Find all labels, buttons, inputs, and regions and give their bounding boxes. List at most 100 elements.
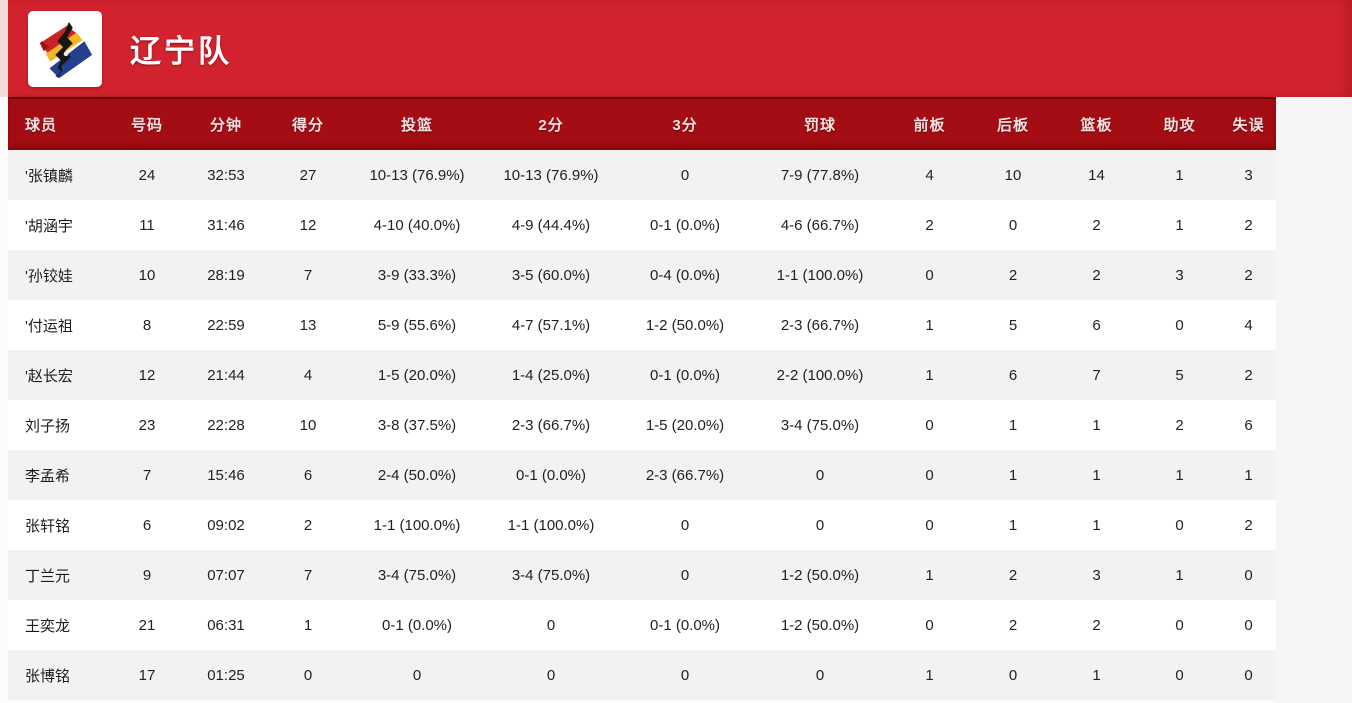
table-row: '胡涵宇 11 31:46 12 4-10 (40.0%) 4-9 (44.4%) 0-1 …	[8, 200, 1276, 250]
stat-cell-fg: 10-13 (76.9%)	[369, 166, 465, 184]
stat-cell-number: 23	[138, 416, 156, 434]
stat-cell-minutes: 01:25	[207, 666, 245, 684]
stat-cell-tov: 1	[1244, 466, 1253, 484]
stat-cell-points: 2	[303, 516, 313, 534]
table-row: '孙铰娃 10 28:19 7 3-9 (33.3%) 3-5 (60.0%) 0-4 (0…	[8, 250, 1276, 300]
player-name-cell: 刘子扬	[25, 417, 71, 435]
stat-cell-ft: 2-2 (100.0%)	[776, 366, 864, 384]
stat-cell-two-pt: 0-1 (0.0%)	[515, 466, 587, 484]
stat-cell-number: 17	[138, 666, 156, 684]
stat-cell-dreb: 1	[1008, 516, 1018, 534]
stat-cell-number: 9	[142, 566, 152, 584]
stat-cell-ft: 0	[815, 466, 825, 484]
stat-cell-oreb: 1	[925, 666, 934, 684]
stat-cell-fg: 1-1 (100.0%)	[373, 516, 461, 534]
stat-cell-two-pt: 2-3 (66.7%)	[511, 416, 591, 434]
stat-cell-ast: 5	[1175, 366, 1184, 384]
stat-cell-fg: 4-10 (40.0%)	[373, 216, 461, 234]
stat-cell-ast: 0	[1175, 316, 1184, 334]
stat-cell-tov: 0	[1244, 666, 1253, 684]
stat-cell-tov: 2	[1244, 266, 1253, 284]
stat-cell-minutes: 22:59	[207, 316, 245, 334]
stat-cell-dreb: 2	[1008, 266, 1018, 284]
stat-cell-oreb: 0	[925, 466, 934, 484]
player-name-cell: 张轩铭	[25, 517, 71, 535]
stat-cell-minutes: 09:02	[207, 516, 245, 534]
stat-cell-dreb: 6	[1008, 366, 1018, 384]
stat-cell-ast: 0	[1175, 516, 1184, 534]
column-header-two-pt: 2分	[538, 117, 564, 134]
stat-cell-number: 24	[138, 166, 156, 184]
stat-cell-fg: 3-4 (75.0%)	[377, 566, 457, 584]
stat-cell-minutes: 21:44	[207, 366, 245, 384]
table-row: '付运祖 8 22:59 13 5-9 (55.6%) 4-7 (57.1%) 1-2 (5…	[8, 300, 1276, 350]
stat-cell-ft: 0	[815, 666, 825, 684]
stat-cell-reb: 1	[1092, 666, 1101, 684]
column-header-player: 球员	[25, 117, 58, 134]
stat-cell-three-pt: 1-5 (20.0%)	[645, 416, 725, 434]
stat-cell-three-pt: 1-2 (50.0%)	[645, 316, 725, 334]
stat-cell-three-pt: 0-1 (0.0%)	[649, 366, 721, 384]
stat-cell-three-pt: 0	[680, 666, 690, 684]
stat-cell-fg: 1-5 (20.0%)	[377, 366, 457, 384]
stat-cell-dreb: 10	[1004, 166, 1022, 184]
stat-cell-reb: 2	[1092, 216, 1101, 234]
stat-cell-tov: 2	[1244, 216, 1253, 234]
table-row: '赵长宏 12 21:44 4 1-5 (20.0%) 1-4 (25.0%) 0-1 (0…	[8, 350, 1276, 400]
stat-cell-ft: 1-2 (50.0%)	[780, 566, 860, 584]
stat-cell-tov: 3	[1244, 166, 1253, 184]
stat-cell-dreb: 1	[1008, 416, 1018, 434]
stat-cell-three-pt: 0	[680, 566, 690, 584]
stat-cell-points: 27	[299, 166, 317, 184]
column-header-ft: 罚球	[803, 117, 836, 134]
stat-cell-reb: 7	[1092, 366, 1101, 384]
stat-cell-minutes: 22:28	[207, 416, 245, 434]
stat-cell-tov: 6	[1244, 416, 1253, 434]
column-header-minutes: 分钟	[209, 117, 242, 134]
column-header-three-pt: 3分	[672, 117, 698, 134]
team-name-title: 辽宁队	[130, 34, 232, 69]
table-body: '张镇麟 24 32:53 27 10-13 (76.9%) 10-13 (76.9%) 0…	[8, 150, 1276, 700]
stat-cell-oreb: 1	[925, 366, 934, 384]
stat-cell-ft: 4-6 (66.7%)	[780, 216, 860, 234]
stat-cell-dreb: 5	[1008, 316, 1018, 334]
stat-cell-two-pt: 1-4 (25.0%)	[511, 366, 591, 384]
stat-cell-two-pt: 3-5 (60.0%)	[511, 266, 591, 284]
stat-cell-fg: 5-9 (55.6%)	[377, 316, 457, 334]
stat-cell-oreb: 1	[925, 316, 934, 334]
player-name-cell: 李孟希	[25, 467, 71, 485]
stat-cell-fg: 3-8 (37.5%)	[377, 416, 457, 434]
stat-cell-ft: 3-4 (75.0%)	[780, 416, 860, 434]
stat-cell-ft: 1-1 (100.0%)	[776, 266, 864, 284]
stat-cell-number: 8	[142, 316, 152, 334]
stat-cell-tov: 2	[1244, 516, 1253, 534]
stat-cell-two-pt: 3-4 (75.0%)	[511, 566, 591, 584]
stat-cell-points: 10	[299, 416, 317, 434]
stat-cell-minutes: 32:53	[207, 166, 245, 184]
stat-cell-reb: 1	[1092, 516, 1101, 534]
stat-cell-tov: 4	[1244, 316, 1253, 334]
player-name-cell: 丁兰元	[25, 567, 71, 585]
stat-cell-three-pt: 0-4 (0.0%)	[649, 266, 721, 284]
stat-cell-points: 6	[303, 466, 313, 484]
stat-cell-two-pt: 0	[546, 616, 556, 634]
table-row: 王奕龙 21 06:31 1 0-1 (0.0%) 0 0-1 (0.0%) 1-2 (50.…	[8, 600, 1276, 650]
stat-cell-reb: 1	[1092, 416, 1101, 434]
player-name-cell: '孙铰娃	[25, 267, 73, 285]
stat-cell-ft: 1-2 (50.0%)	[780, 616, 860, 634]
player-stats-table: 球员 号码 分钟 得分 投篮 2分 3分 罚球 前板 后板 篮板 助攻 失误 '张镇麟 24 32:53 27…	[8, 97, 1276, 700]
stat-cell-oreb: 2	[925, 216, 934, 234]
stat-cell-number: 12	[138, 366, 156, 384]
stat-cell-three-pt: 0	[680, 516, 690, 534]
stat-cell-reb: 6	[1092, 316, 1101, 334]
stat-cell-dreb: 2	[1008, 566, 1018, 584]
right-gutter	[1276, 97, 1352, 703]
stat-cell-oreb: 0	[925, 266, 934, 284]
stat-cell-ast: 1	[1175, 566, 1184, 584]
stat-cell-two-pt: 1-1 (100.0%)	[507, 516, 595, 534]
stat-cell-points: 0	[303, 666, 313, 684]
stat-cell-dreb: 1	[1008, 466, 1018, 484]
stat-cell-minutes: 07:07	[207, 566, 245, 584]
stat-cell-ast: 0	[1175, 616, 1184, 634]
